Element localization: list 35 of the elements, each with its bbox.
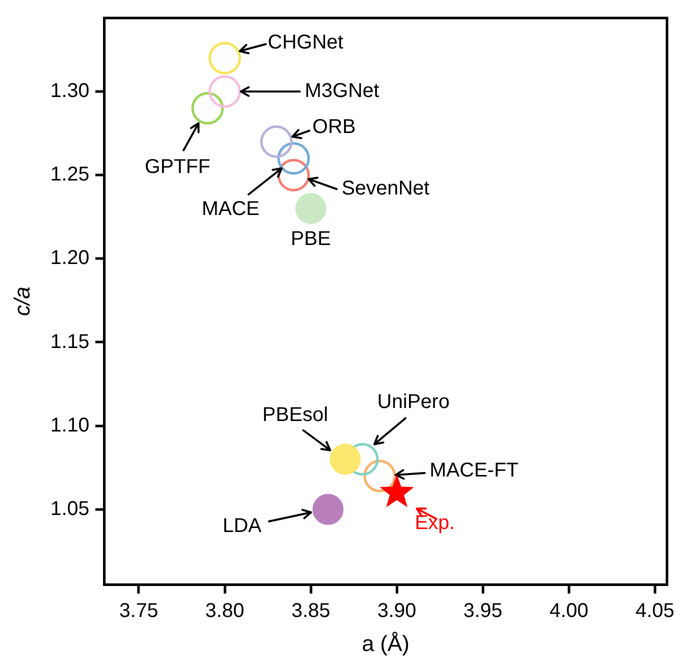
point [295, 193, 326, 224]
series-label: PBE [290, 228, 331, 250]
x-tick-label: 3.90 [377, 600, 416, 622]
text: M3GNet [304, 80, 380, 102]
point [208, 42, 242, 74]
series-label: UniPero [377, 390, 450, 413]
x-tick-label: 3.85 [291, 600, 330, 622]
point [277, 142, 310, 175]
point [260, 125, 293, 158]
y-tick-label: 1.05 [50, 498, 90, 520]
series-label: SevenNet [342, 178, 430, 200]
x-tick-label: 3.75 [119, 600, 158, 622]
x-tick-label: 4.05 [635, 600, 674, 622]
series-label: PBEsol [262, 404, 328, 426]
series-label: CHGNet [268, 32, 344, 54]
y-axis-title: c/a [9, 286, 34, 316]
series-label: GPTFF [144, 156, 210, 178]
series-label: Exp. [414, 512, 455, 534]
text: LDA [222, 514, 262, 537]
series-label: MACE-FT [430, 459, 519, 482]
x-tick-label: 4.00 [549, 600, 588, 622]
y-tick-label: 1.20 [50, 247, 90, 270]
y-tick-label: 1.15 [50, 330, 90, 353]
x-axis-title: a (Å) [362, 630, 410, 656]
y-tick-label: 1.25 [50, 164, 90, 186]
series-label: ORB [312, 116, 356, 138]
y-tick-label: 1.30 [50, 80, 90, 102]
point [208, 75, 242, 108]
series-label: MACE [202, 198, 260, 220]
x-tick-label: 3.95 [463, 600, 502, 622]
point [191, 92, 224, 125]
point [330, 444, 361, 475]
x-tick-label: 3.80 [205, 600, 244, 622]
point [312, 494, 344, 525]
y-tick-label: 1.10 [50, 414, 90, 436]
